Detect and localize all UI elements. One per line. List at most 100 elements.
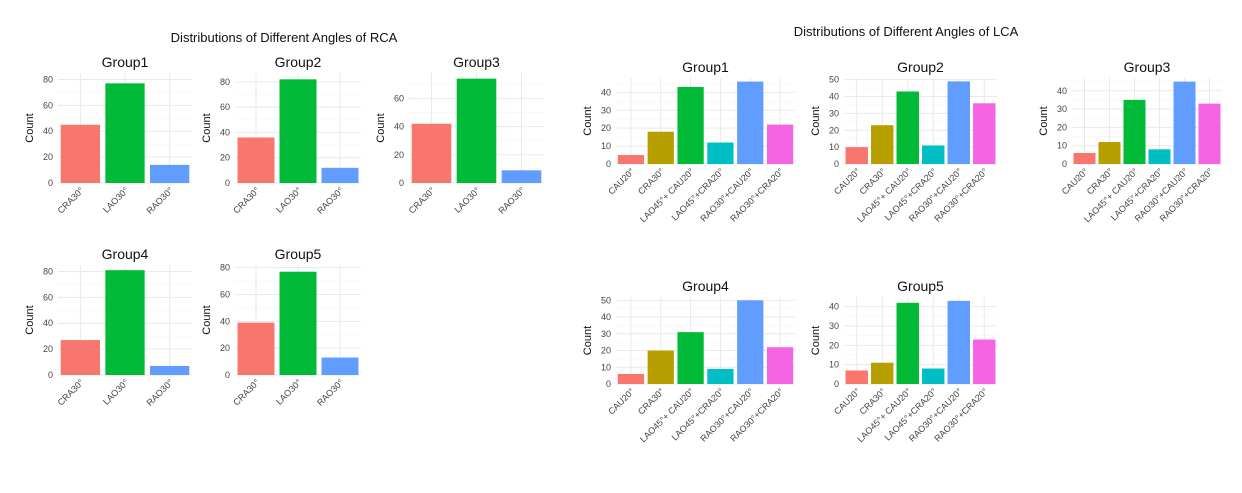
bar-group4-0 (60, 340, 100, 375)
x-tick-label: RAO30°+CRA20° (728, 166, 786, 224)
y-axis-label: Count (1038, 106, 1050, 135)
y-tick-label: 20 (601, 346, 611, 356)
panel-lca-group1: 0 10 20 30 40 CAU20° CRA30°LAO45°+ CAU20°LAO45… (582, 59, 795, 224)
y-tick-label: 40 (1057, 86, 1067, 96)
y-tick-label: 40 (220, 127, 230, 137)
x-tick-label: CRA30° (231, 185, 261, 215)
y-axis-label: Count (810, 106, 822, 135)
x-tick-label: RAO30° (315, 185, 346, 216)
x-tick-label: CRA30° (636, 166, 666, 196)
bar-group1-0 (60, 124, 100, 183)
y-tick-label: 0 (1062, 159, 1067, 169)
y-tick-label: 20 (43, 344, 53, 354)
bar-group5-0 (237, 322, 275, 375)
y-tick-label: 40 (43, 126, 53, 136)
bar-group3-5 (1198, 103, 1221, 164)
x-tick-label: RAO30°+CAU20° (698, 166, 756, 224)
y-tick-label: 40 (601, 87, 611, 97)
y-tick-label: 80 (43, 74, 53, 84)
y-tick-label: 40 (394, 122, 404, 132)
bar-group2-2 (321, 167, 359, 183)
y-tick-label: 30 (829, 108, 839, 118)
panel-title: Group2 (897, 59, 944, 75)
bar-group3-0 (411, 123, 452, 183)
panel-title: Group5 (275, 246, 322, 262)
panel-rca-group5: 0 20 40 60 80 CRA30° LAO30° RAO30° Group5 Count (201, 246, 361, 408)
bar-group1-1 (105, 83, 145, 183)
x-tick-label: LAO30° (101, 377, 131, 407)
y-tick-label: 0 (399, 178, 404, 188)
bar-group1-3 (707, 142, 734, 164)
y-axis-label: Count (810, 326, 822, 355)
x-tick-label: RAO30°+CAU20° (698, 386, 756, 444)
y-tick-label: 20 (1057, 122, 1067, 132)
bar-group1-5 (766, 124, 794, 164)
y-tick-label: 30 (601, 329, 611, 339)
y-tick-label: 80 (220, 263, 230, 273)
y-tick-label: 0 (48, 370, 53, 380)
chart-panels: 0 20 40 60 80 CRA30° LAO30° RAO30° Group1 Count 0 2… (24, 54, 1222, 444)
bar-group2-5 (973, 103, 996, 164)
panel-title: Group5 (897, 278, 944, 294)
panel-rca-group1: 0 20 40 60 80 CRA30° LAO30° RAO30° Group1 Count (24, 54, 192, 216)
bar-group3-1 (456, 78, 497, 183)
y-tick-label: 20 (220, 343, 230, 353)
bar-group2-0 (845, 147, 868, 164)
x-tick-label: CAU20° (606, 166, 636, 196)
y-tick-label: 40 (829, 92, 839, 102)
x-tick-label: CAU20° (1060, 166, 1090, 196)
x-tick-label: LAO45°+ CAU20° (638, 166, 696, 224)
bar-group3-4 (1173, 81, 1196, 164)
bar-group5-1 (871, 362, 894, 384)
bar-group5-4 (947, 300, 970, 384)
x-tick-label: RAO30° (145, 377, 176, 408)
x-tick-label: CRA30° (636, 386, 666, 416)
y-tick-label: 0 (606, 379, 611, 389)
bar-group1-2 (150, 164, 190, 183)
x-tick-label: LAO30° (101, 185, 131, 215)
panel-title: Group4 (682, 278, 729, 294)
y-tick-label: 40 (43, 318, 53, 328)
y-axis-label: Count (24, 113, 36, 142)
y-tick-label: 0 (48, 178, 53, 188)
bar-group2-1 (279, 79, 317, 183)
y-tick-label: 20 (43, 152, 53, 162)
bar-group5-1 (279, 271, 317, 375)
y-tick-label: 0 (834, 159, 839, 169)
bar-group5-0 (845, 370, 868, 384)
y-tick-label: 20 (829, 340, 839, 350)
y-axis-label: Count (582, 326, 594, 355)
y-tick-label: 80 (220, 77, 230, 87)
bar-group5-2 (896, 302, 919, 384)
y-tick-label: 20 (829, 125, 839, 135)
y-tick-label: 0 (225, 178, 230, 188)
x-tick-label: CRA30° (407, 185, 437, 215)
panel-title: Group1 (102, 54, 149, 70)
y-axis-label: Count (201, 305, 213, 334)
y-tick-label: 30 (829, 321, 839, 331)
panel-rca-group3: 0 20 40 60 CRA30° LAO30° RAO30° Group3 Count (375, 54, 544, 216)
y-tick-label: 10 (601, 141, 611, 151)
x-tick-label: CRA30° (56, 377, 86, 407)
bar-group5-5 (973, 339, 996, 384)
bar-group5-2 (321, 357, 359, 375)
y-tick-label: 30 (1057, 104, 1067, 114)
y-tick-label: 40 (601, 312, 611, 322)
y-tick-label: 0 (606, 159, 611, 169)
x-tick-label: LAO30° (274, 377, 304, 407)
bar-group2-0 (237, 137, 275, 183)
y-tick-label: 10 (601, 362, 611, 372)
bar-group4-2 (150, 365, 190, 375)
y-tick-label: 60 (394, 93, 404, 103)
x-tick-label: CAU20° (606, 386, 636, 416)
x-tick-label: LAO30° (452, 185, 482, 215)
bar-group4-2 (677, 332, 704, 384)
y-axis-label: Count (201, 113, 213, 142)
lca-figure-title: Distributions of Different Angles of LCA (794, 24, 1019, 39)
bar-group2-1 (871, 125, 894, 164)
y-tick-label: 60 (43, 292, 53, 302)
bar-group4-4 (737, 300, 764, 384)
y-tick-label: 40 (220, 316, 230, 326)
